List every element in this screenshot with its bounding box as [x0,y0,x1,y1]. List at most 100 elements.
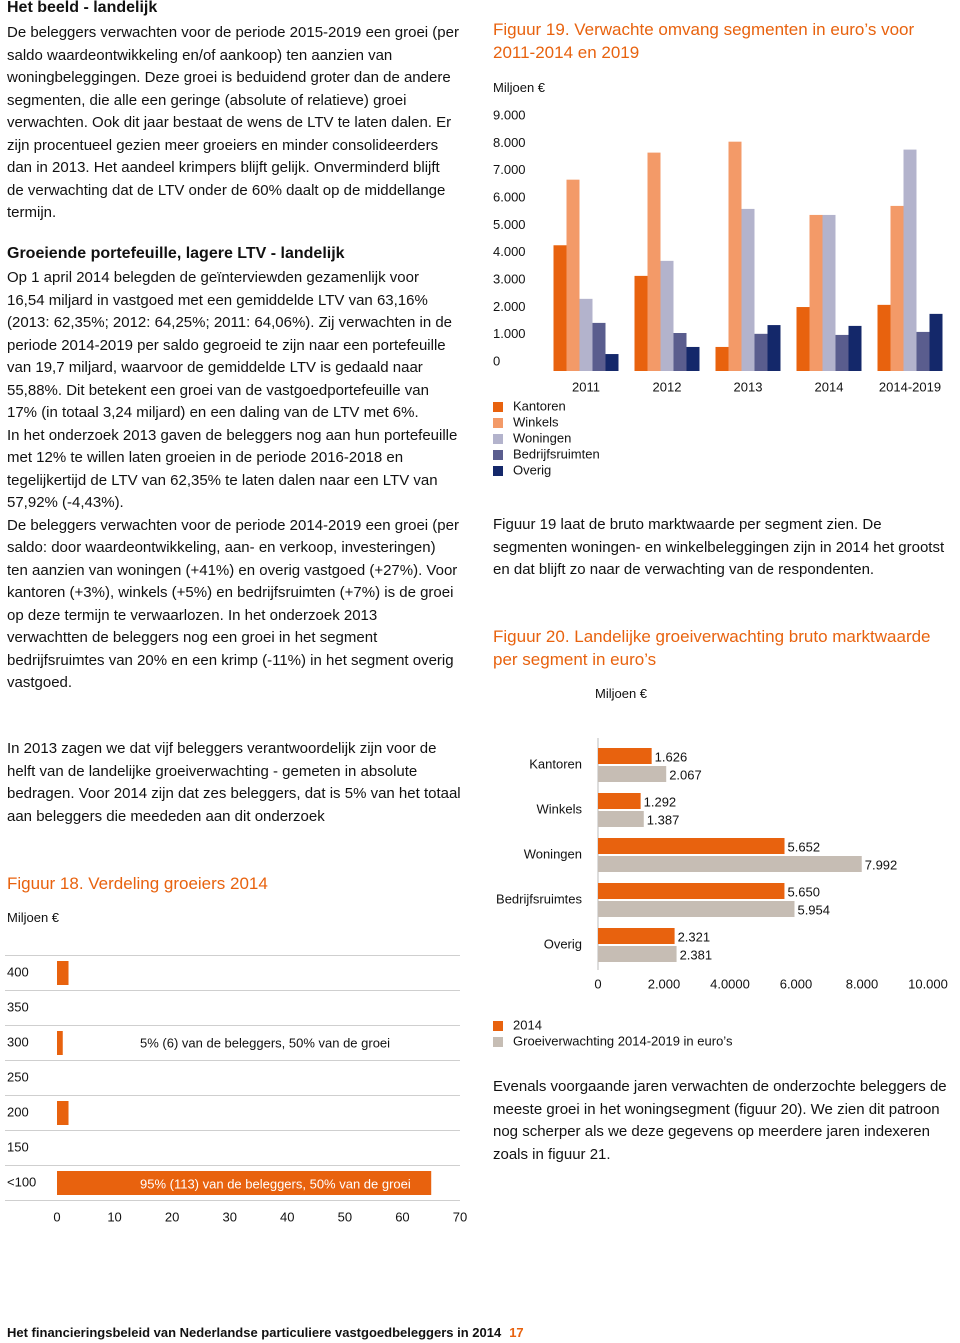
figure-title: Figuur 18. Verdeling groeiers 2014 [7,874,268,893]
legend-label: Overig [513,462,551,477]
x-tick-label: 4.0000 [710,976,750,991]
y-tick-label: 5.000 [493,217,526,232]
data-label: 5.954 [797,902,830,917]
y-tick-label: 3.000 [493,271,526,286]
bar [592,322,606,371]
text-block: Figuur 19 laat de bruto marktwaarde per … [493,514,955,582]
legend-label: Bedrijfsruimten [513,446,600,461]
bar [822,214,836,371]
bar [57,1171,432,1195]
text-block: Op 1 april 2014 belegden de geïnterviewd… [7,267,459,695]
bar [796,307,810,371]
x-tick-label: 2013 [734,379,763,394]
y-tick-label: 150 [7,1139,29,1154]
data-label: 2.067 [669,767,702,782]
bar [929,313,943,371]
legend-swatch [493,402,503,412]
bar [686,346,700,371]
heading: Groeiende portefeuille, lagere LTV - lan… [7,245,345,262]
bar [660,260,674,371]
unit-label: Miljoen € [493,80,546,95]
x-tick-label: 0 [53,1209,60,1224]
bar [809,214,823,371]
x-tick-label: 70 [453,1209,467,1224]
y-tick-label: 1.000 [493,326,526,341]
x-tick-label: 10.000 [908,976,948,991]
y-tick-label: 2.000 [493,299,526,314]
y-tick-label: 9.000 [493,107,526,122]
figure-title: Figuur 19. Verwachte omvang segmenten in… [493,20,915,62]
x-tick-label: 2.000 [648,976,681,991]
y-tick-label: 300 [7,1034,29,1049]
bar [57,1101,69,1125]
bar [647,152,661,371]
legend-label: Woningen [513,430,571,445]
y-tick-label: Winkels [536,801,582,816]
x-tick-label: 20 [165,1209,179,1224]
legend-label: Kantoren [513,398,566,413]
legend-label: Winkels [513,414,559,429]
y-tick-label: Kantoren [529,756,582,771]
data-label: 1.626 [655,749,688,764]
unit-label: Miljoen € [7,910,60,925]
bar [598,838,785,854]
bar [57,1031,63,1055]
bar [598,928,675,944]
bar [598,748,652,764]
bar [673,333,687,371]
bar [579,298,593,371]
x-tick-label: 10 [107,1209,121,1224]
bar [598,856,862,872]
bar [728,141,742,371]
x-tick-label: 8.000 [846,976,879,991]
paragraph: De beleggers verwachten voor de periode … [7,516,459,692]
bar [848,325,862,371]
x-tick-label: 40 [280,1209,294,1224]
bar [916,331,930,371]
y-tick-label: Woningen [524,846,582,861]
y-tick-label: 400 [7,964,29,979]
x-tick-label: 50 [338,1209,352,1224]
bar [903,149,917,371]
bar [598,946,677,962]
x-tick-label: 2014-2019 [879,379,941,394]
y-tick-label: Overig [544,936,582,951]
data-label: 7.992 [865,857,898,872]
data-label: 1.387 [647,812,680,827]
paragraph: Evenals voorgaande jaren verwachten de o… [493,1078,947,1163]
bar [566,179,580,371]
bar [835,334,849,371]
y-tick-label: 250 [7,1069,29,1084]
annotation: 5% (6) van de beleggers, 50% van de groe… [140,1035,390,1050]
bar [767,325,781,371]
legend-label: Groeiverwachting 2014-2019 in euro’s [513,1033,733,1048]
bar [715,346,729,371]
legend-label: 2014 [513,1017,542,1032]
y-tick-label: 200 [7,1104,29,1119]
data-label: 5.652 [788,839,821,854]
bar [598,793,641,809]
y-tick-label: Bedrijfsruimtes [496,891,582,906]
x-tick-label: 0 [594,976,601,991]
footer: Het financieringsbeleid van Nederlandse … [7,1325,524,1340]
data-label: 2.321 [678,929,711,944]
annotation: 95% (113) van de beleggers, 50% van de g… [140,1176,411,1191]
text-block: Evenals voorgaande jaren verwachten de o… [493,1076,955,1166]
bar [598,901,795,917]
y-tick-label: <100 [7,1174,36,1189]
paragraph: In het onderzoek 2013 gaven de beleggers… [7,426,458,512]
x-tick-label: 2014 [815,379,844,394]
paragraph: In 2013 zagen we dat vijf beleggers vera… [7,740,461,825]
x-tick-label: 2011 [572,379,600,394]
x-tick-label: 2012 [653,379,682,394]
y-tick-label: 0 [493,353,500,368]
text-block: In 2013 zagen we dat vijf beleggers vera… [7,738,463,828]
data-label: 2.381 [680,947,713,962]
paragraph: De beleggers verwachten voor de periode … [7,24,459,221]
unit-label: Miljoen € [595,686,648,701]
legend-swatch [493,1021,503,1031]
bar [598,766,667,782]
y-tick-label: 350 [7,999,29,1014]
